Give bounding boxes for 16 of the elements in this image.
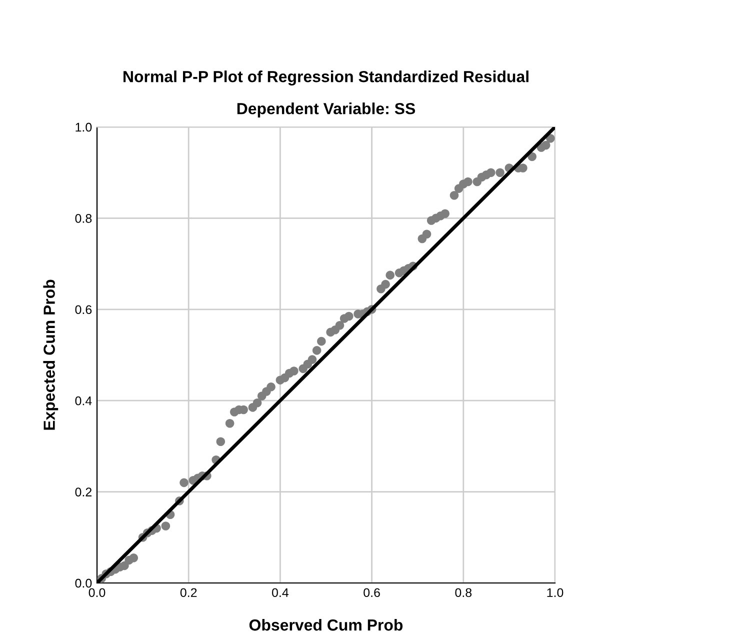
chart-title: Normal P-P Plot of Regression Standardized Residual bbox=[124, 70, 528, 86]
y-tick-label: 1.0 bbox=[76, 122, 92, 132]
x-axis-title: Observed Cum Prob bbox=[249, 618, 403, 631]
y-tick-label: 0.0 bbox=[75, 578, 92, 588]
x-tick-label: 0.4 bbox=[272, 588, 289, 598]
x-tick-label: 1.0 bbox=[547, 588, 564, 598]
x-tick-label: 0.6 bbox=[364, 588, 380, 598]
x-tick-label: 0.0 bbox=[88, 588, 106, 598]
y-tick-label: 0.8 bbox=[75, 214, 92, 223]
y-axis-title: Expected Cum Prob bbox=[43, 280, 58, 430]
x-tick-label: 0.2 bbox=[180, 588, 197, 598]
y-tick-label: 0.2 bbox=[75, 488, 92, 496]
y-tick-label: 0.4 bbox=[75, 396, 92, 406]
x-tick-label: 0.8 bbox=[455, 588, 472, 598]
chart-subtitle: Dependent Variable: SS bbox=[237, 102, 416, 118]
y-tick-label: 0.6 bbox=[75, 305, 92, 314]
